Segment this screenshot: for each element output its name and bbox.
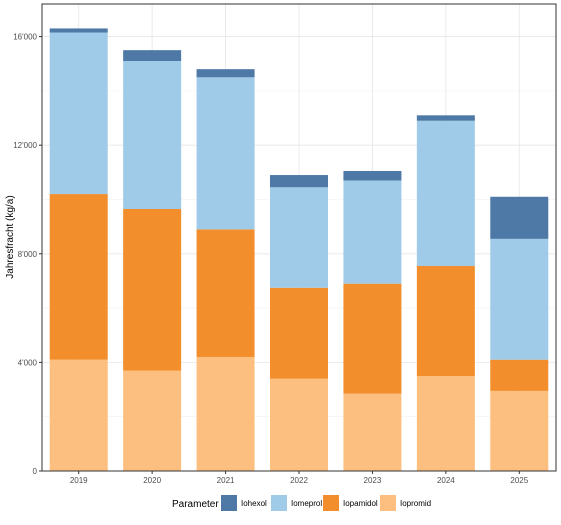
bar-iopamidol-2022 [269,287,329,379]
axis-layer: 0 4'000 8'000 12'000 16'000 2019 2020 2021 2022 2… [13,33,529,485]
x-tick-label: 2022 [290,476,308,485]
y-tick-label: 4'000 [18,358,38,367]
bar-iopromid-2023 [343,393,402,471]
bar-iomeprol-2021 [196,77,255,230]
y-tick-label: 16'000 [13,33,37,42]
bar-iomeprol-2019 [49,32,108,195]
y-tick-label: 12'000 [13,141,37,150]
bar-iohexol-2020 [123,50,182,62]
bar-iopamidol-2021 [196,229,255,357]
bar-iomeprol-2023 [343,180,402,284]
bar-iomeprol-2022 [269,187,329,288]
y-axis-label: Jahresfracht (kg/a) [5,195,16,278]
x-tick-label: 2020 [143,476,161,485]
bar-iopromid-2020 [123,370,182,471]
bar-iomeprol-2020 [123,61,182,209]
legend-key-iomeprol [271,495,287,511]
legend-key-iopamidol [323,495,339,511]
bar-iohexol-2023 [343,170,402,181]
bar-iohexol-2021 [196,69,255,78]
bar-iopamidol-2025 [490,359,549,391]
legend-label-iomeprol: Iomeprol [291,499,322,508]
x-tick-label: 2019 [70,476,88,485]
bar-iopromid-2025 [490,390,549,471]
bar-iomeprol-2024 [416,120,475,267]
bar-layer [49,28,549,471]
legend-key-iohexol [221,495,237,511]
bar-iohexol-2022 [269,175,329,188]
bar-iohexol-2019 [49,28,108,33]
legend-label-iohexol: Iohexol [241,499,267,508]
bar-iopamidol-2024 [416,266,475,376]
bar-iopromid-2021 [196,356,255,471]
legend-title: Parameter [172,499,219,510]
y-tick-label: 8'000 [18,250,38,259]
x-tick-label: 2021 [217,476,235,485]
legend-label-iopromid: Iopromid [400,499,431,508]
legend-label-iopamidol: Iopamidol [343,499,378,508]
bar-iopromid-2022 [269,378,329,471]
bar-iohexol-2025 [490,196,549,239]
bar-iopamidol-2023 [343,283,402,394]
bar-iomeprol-2025 [490,238,549,360]
legend-key-iopromid [380,495,396,511]
bar-iohexol-2024 [416,115,475,121]
bar-iopamidol-2020 [123,208,182,371]
x-tick-label: 2024 [437,476,455,485]
bar-iopromid-2019 [49,359,108,471]
bar-iopamidol-2019 [49,194,108,360]
bar-iopromid-2024 [416,375,475,471]
x-tick-label: 2023 [364,476,382,485]
legend: Parameter Iohexol Iomeprol Iopamidol Iopromi… [172,495,431,511]
x-tick-label: 2025 [510,476,528,485]
y-tick-label: 0 [33,467,38,476]
